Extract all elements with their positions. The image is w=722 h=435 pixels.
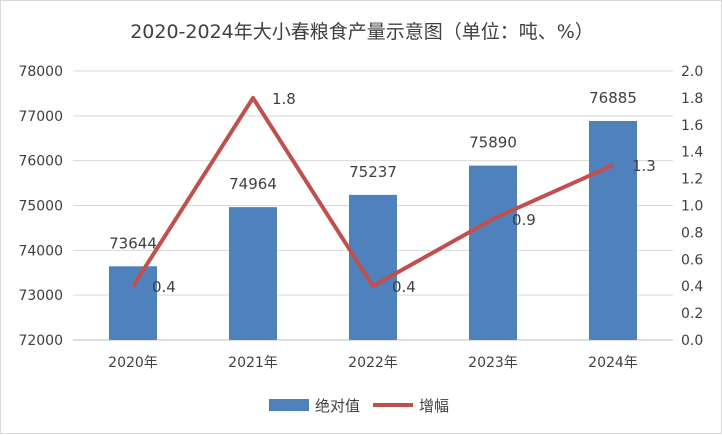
- bar: [589, 121, 637, 340]
- x-tick-label: 2024年: [588, 355, 638, 371]
- bar-data-label: 74964: [229, 175, 277, 193]
- bar: [109, 266, 157, 340]
- legend-label-bar: 绝对值: [315, 397, 360, 415]
- y-right-tick-label: 1.2: [681, 172, 703, 188]
- y-right-tick-label: 1.4: [681, 145, 703, 161]
- y-right-tick-label: 0.6: [681, 252, 703, 268]
- y-left-tick-label: 76000: [18, 154, 63, 170]
- y-right-tick-label: 1.0: [681, 199, 703, 215]
- y-right-tick-label: 0.2: [681, 306, 703, 322]
- y-left-tick-label: 75000: [18, 199, 63, 215]
- bar-data-label: 75890: [469, 134, 517, 152]
- line-data-label: 0.4: [152, 278, 176, 296]
- line-data-label: 1.3: [632, 157, 656, 175]
- chart-title: 2020-2024年大小春粮食产量示意图（单位：吨、%）: [130, 21, 594, 43]
- bar-data-label: 73644: [109, 234, 157, 252]
- y-left-tick-label: 72000: [18, 333, 63, 349]
- x-tick-label: 2022年: [348, 355, 398, 371]
- x-tick-label: 2020年: [108, 355, 158, 371]
- y-left-tick-label: 78000: [18, 64, 63, 80]
- bar-data-label: 75237: [349, 163, 397, 181]
- legend-swatch-bar: [269, 399, 309, 411]
- y-right-tick-label: 0.8: [681, 225, 703, 241]
- bar: [229, 207, 277, 340]
- line-data-label: 0.9: [512, 211, 536, 229]
- bar: [469, 166, 517, 340]
- x-tick-label: 2021年: [228, 355, 278, 371]
- y-right-tick-label: 1.8: [681, 91, 703, 107]
- line-data-label: 1.8: [272, 90, 296, 108]
- legend: 绝对值 增幅: [269, 397, 449, 415]
- line-data-label: 0.4: [392, 278, 416, 296]
- legend-label-line: 增幅: [419, 397, 449, 415]
- y-right-tick-label: 0.4: [681, 279, 703, 295]
- x-tick-label: 2023年: [468, 355, 518, 371]
- bar-data-label: 76885: [589, 89, 637, 107]
- y-left-tick-label: 77000: [18, 109, 63, 125]
- bar: [349, 195, 397, 340]
- y-left-tick-label: 74000: [18, 243, 63, 259]
- y-right-tick-label: 2.0: [681, 64, 703, 80]
- y-left-tick-label: 73000: [18, 288, 63, 304]
- y-right-tick-label: 0.0: [681, 333, 703, 349]
- y-right-tick-label: 1.6: [681, 118, 703, 134]
